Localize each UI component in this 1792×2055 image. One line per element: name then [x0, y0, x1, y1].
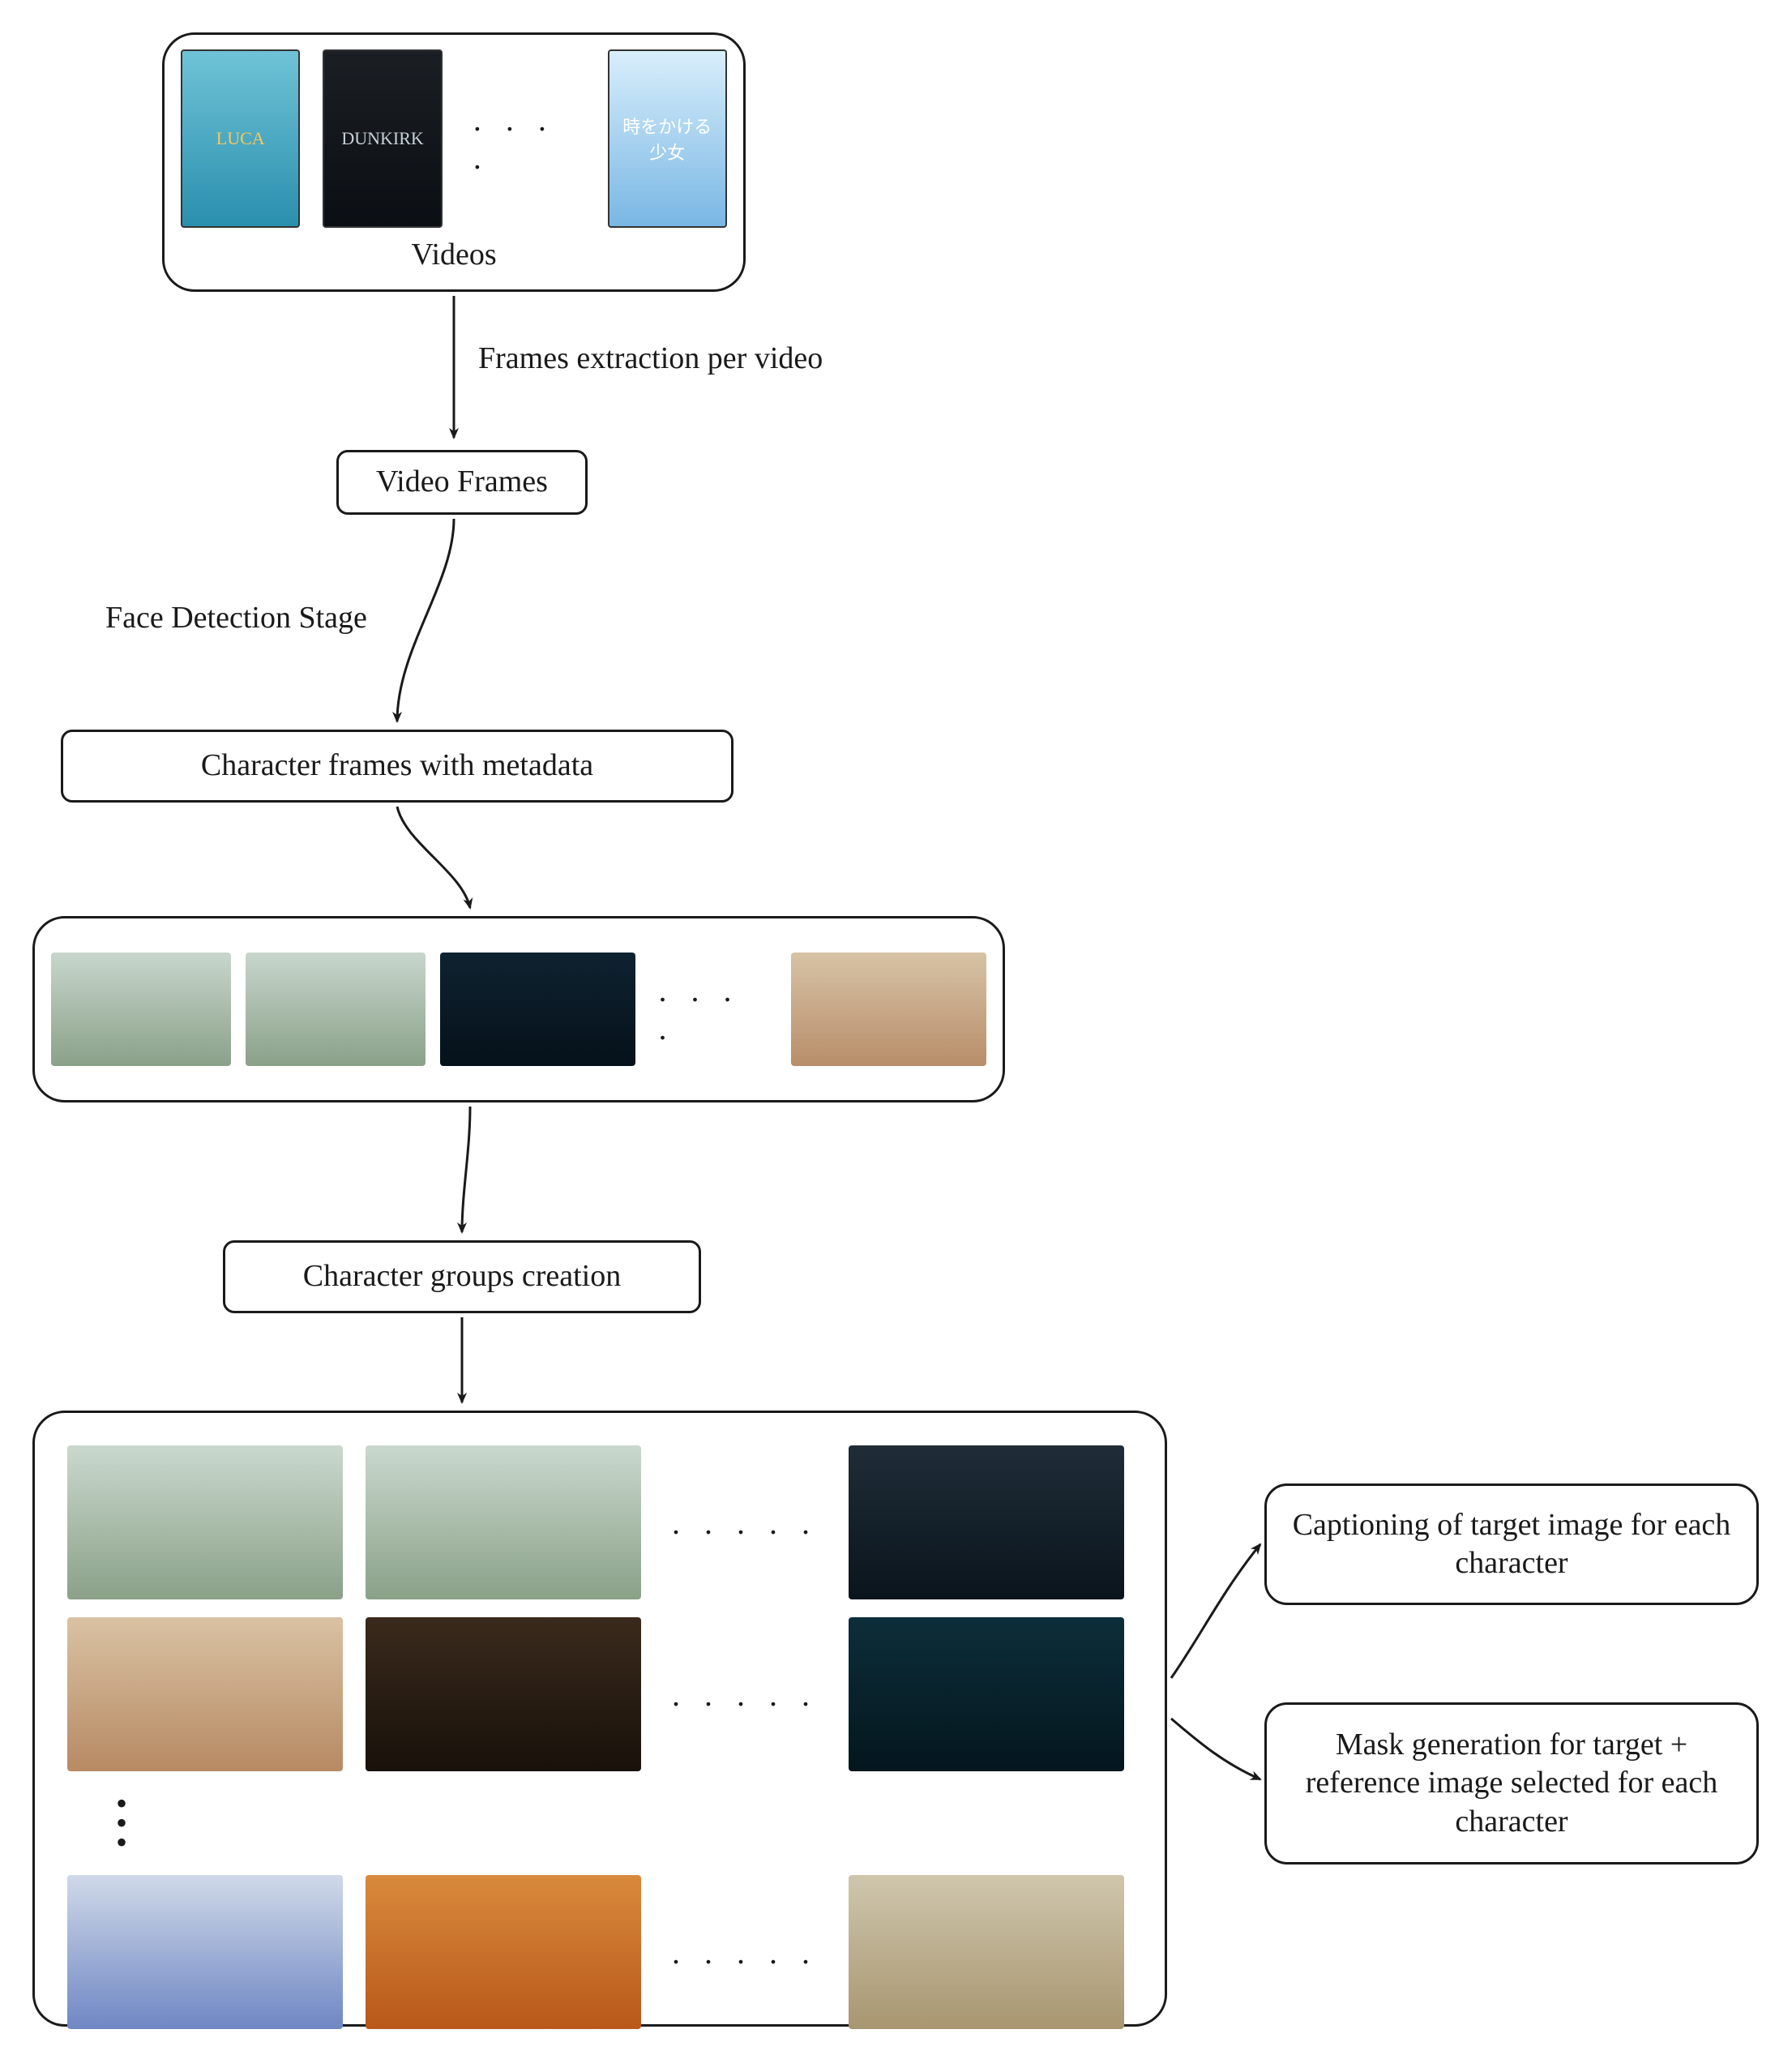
grid-thumb	[67, 1445, 343, 1599]
arrow-grid-to-maskgen	[1171, 1719, 1260, 1779]
ellipsis: . . . . .	[664, 1933, 826, 1972]
arrow-meta-to-strip	[397, 807, 470, 908]
captioning-node: Captioning of target image for each char…	[1264, 1483, 1759, 1605]
edge-face-detection-label: Face Detection Stage	[105, 600, 367, 636]
frame-thumb	[791, 953, 986, 1066]
frames-strip-node: . . . .	[32, 916, 1005, 1102]
ellipsis: . . . .	[465, 101, 585, 177]
ellipsis: . . . .	[650, 971, 776, 1047]
ellipsis: . . . . .	[664, 1676, 826, 1714]
edge-frames-extraction-label: Frames extraction per video	[478, 340, 823, 376]
frame-thumb	[246, 953, 426, 1066]
arrow-frames-to-meta	[397, 519, 454, 721]
videos-posters-row: LUCA DUNKIRK . . . . 時をかける少女	[181, 49, 727, 228]
arrow-grid-to-captioning	[1171, 1544, 1260, 1678]
video-frames-node: Video Frames	[336, 450, 588, 515]
groups-grid-row: . . . . .	[67, 1875, 1132, 2029]
maskgen-label: Mask generation for target + reference i…	[1283, 1726, 1740, 1842]
groups-grid-node: . . . . . . . . . . ••• . . . . .	[32, 1411, 1167, 2027]
char-groups-node: Character groups creation	[223, 1240, 701, 1313]
grid-thumb	[366, 1617, 641, 1771]
maskgen-node: Mask generation for target + reference i…	[1264, 1702, 1759, 1864]
frame-thumb	[51, 953, 231, 1066]
grid-thumb	[67, 1875, 343, 2029]
char-frames-meta-label: Character frames with metadata	[201, 747, 593, 786]
groups-grid-rows: . . . . . . . . . . ••• . . . . .	[67, 1445, 1132, 2029]
poster-tokikake: 時をかける少女	[608, 49, 727, 228]
poster-dunkirk: DUNKIRK	[323, 49, 442, 228]
grid-thumb	[849, 1875, 1124, 2029]
arrow-strip-to-groups	[462, 1107, 470, 1232]
videos-node: LUCA DUNKIRK . . . . 時をかける少女 Videos	[162, 32, 746, 292]
ellipsis: . . . . .	[664, 1504, 826, 1542]
char-frames-meta-node: Character frames with metadata	[61, 730, 733, 803]
videos-label: Videos	[411, 236, 496, 275]
char-groups-label: Character groups creation	[303, 1257, 622, 1296]
grid-thumb	[67, 1617, 343, 1771]
grid-thumb	[366, 1445, 641, 1599]
video-frames-label: Video Frames	[376, 463, 548, 502]
frame-thumb	[440, 953, 635, 1066]
grid-thumb	[366, 1875, 641, 2029]
groups-grid-row: . . . . .	[67, 1617, 1132, 1771]
grid-thumb	[849, 1445, 1124, 1599]
captioning-label: Captioning of target image for each char…	[1283, 1506, 1740, 1583]
groups-grid-row: . . . . .	[67, 1445, 1132, 1599]
poster-luca: LUCA	[181, 49, 300, 228]
grid-thumb	[849, 1617, 1124, 1771]
row-ellipsis: •••	[67, 1789, 1132, 1857]
